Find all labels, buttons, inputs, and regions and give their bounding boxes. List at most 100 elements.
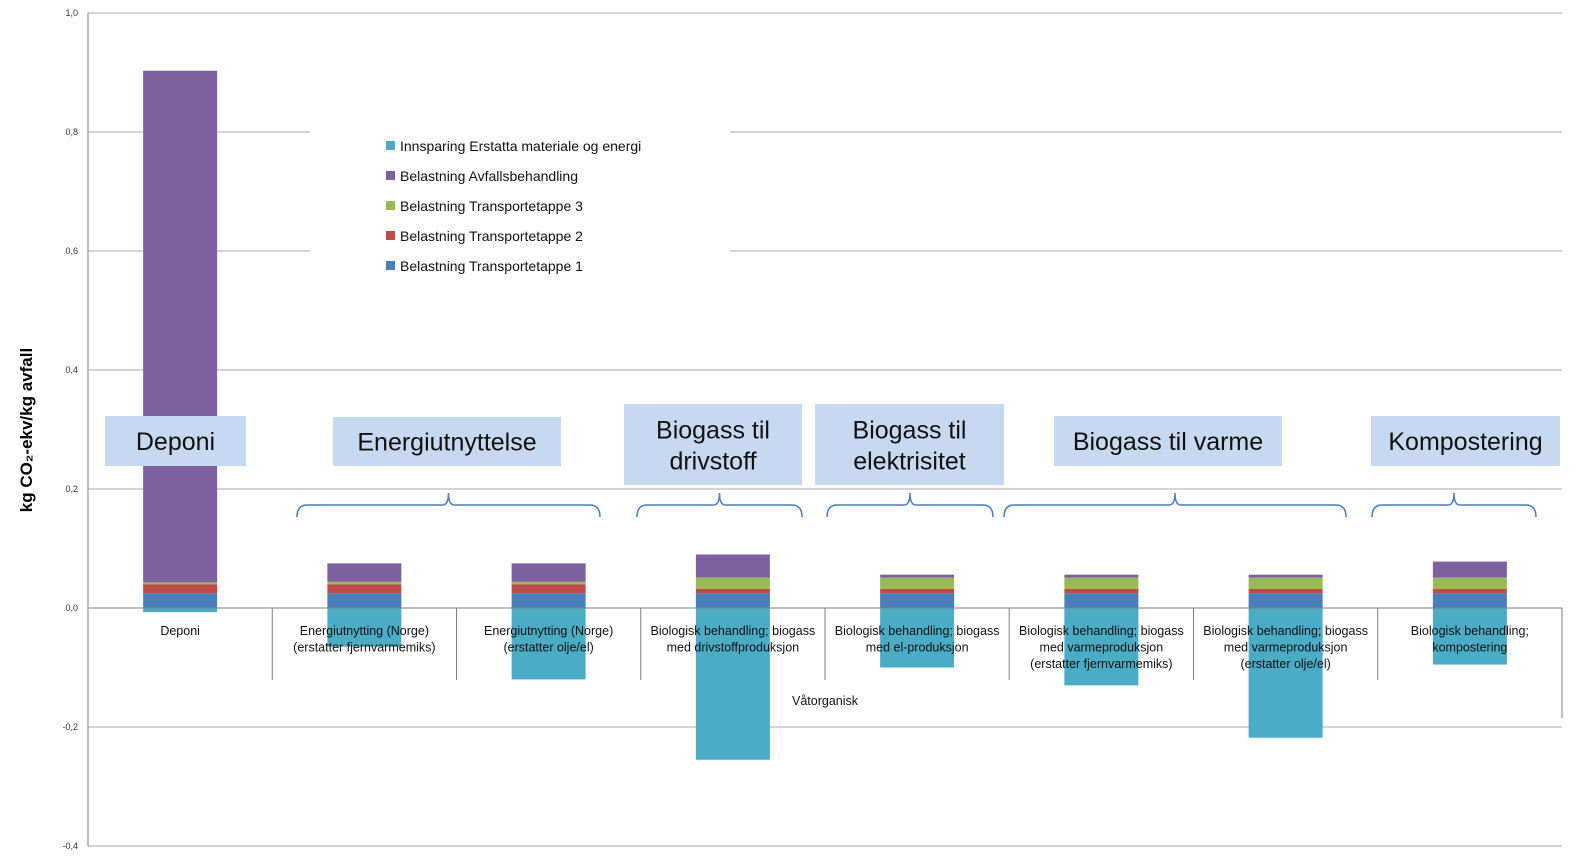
category-label: Deponi [160,624,200,638]
legend-label: Innsparing Erstatta materiale og energi [400,138,641,154]
group-label-line: drivstoff [669,448,756,476]
y-tick-label: -0,2 [62,722,78,732]
bar-segment [1064,608,1139,686]
group-label-line: Kompostering [1388,428,1542,456]
category-label-line: med varmeproduksjon [1224,641,1348,655]
bar-segment [143,593,218,608]
category-label: Energiutnytting (Norge) (erstatter fjernv… [293,624,435,655]
bar-segment [1064,588,1139,594]
y-tick-labels: 1,0 0,8 0,6 0,4 0,2 0,0 -0,2 -0,4 [62,8,78,851]
bar-segment [695,593,770,608]
bar-segment [511,563,586,582]
bar-segment [143,582,218,585]
bar-segment [143,70,218,583]
y-tick-label: 0,0 [65,603,78,613]
group-label-box [333,417,561,466]
bar-segment [1432,608,1507,665]
category-label-line: med el-produksjon [866,641,969,655]
bar-segment [511,593,586,608]
group-label-box [624,404,802,485]
bar-segment [327,584,402,594]
category-label-line: med drivstoffproduksjon [667,641,800,655]
group-label: Energiutnyttelse [357,429,536,457]
category-label-line: Biologisk behandling; biogass [835,624,1000,638]
bar-segment [880,577,955,589]
category-label-line: (erstatter olje/el) [1240,657,1330,671]
group-label-box [105,416,246,466]
axes [87,13,1563,846]
category-label-line: kompostering [1432,641,1507,655]
bar-segment [143,608,218,613]
category-label: Biologisk behandling; biogass med varmepr… [1203,624,1368,671]
legend-swatch [386,231,395,240]
bar-segment [143,584,218,594]
legend-swatch [386,171,395,180]
legend-label: Belastning Transportetappe 1 [400,258,583,274]
bar-segment [880,574,955,578]
bar-segment [695,588,770,594]
bar-segment [327,593,402,608]
category-label-line: Energiutnytting (Norge) [484,624,613,638]
y-tick-label: 0,2 [65,484,78,494]
group-label: Biogass til varme [1073,428,1263,456]
category-label: Energiutnytting (Norge) (erstatter olje/e… [484,624,613,655]
group-label-line: Deponi [136,428,215,456]
y-tick-label: 1,0 [65,8,78,18]
bar-segment [327,581,402,585]
category-label: Biologisk behandling; kompostering [1411,624,1529,655]
group-brace [296,492,601,518]
x-group-label: Våtorganisk [792,694,859,708]
bar-segment [511,584,586,594]
bar-segment [1064,593,1139,608]
bar-segment [1432,577,1507,589]
bar-segment [327,608,402,647]
bar-segment [327,563,402,582]
group-brace [826,492,994,518]
category-label-line: Biologisk behandling; biogass [1203,624,1368,638]
bar-segment [1248,574,1323,578]
bar-segment [1432,593,1507,608]
category-label-line: Deponi [160,624,200,638]
bars [143,70,1507,760]
group-label: Biogass til elektrisitet [853,417,967,476]
group-brace [1003,492,1347,518]
bar-segment [511,608,586,680]
bar-segment [511,581,586,585]
bar-segment [1248,577,1323,589]
group-label-box [815,404,1004,485]
bar-segment [1248,593,1323,608]
legend-swatch [386,141,395,150]
bar-segment [880,608,955,668]
category-label-line: (erstatter olje/el) [503,641,593,655]
group-annotations: Deponi Energiutnyttelse Biogass til drivsto… [105,404,1560,518]
legend-label: Belastning Avfallsbehandling [400,168,578,184]
legend-swatch [386,201,395,210]
category-label: Biologisk behandling; biogass med drivsto… [651,624,816,655]
y-tick-label: 0,6 [65,246,78,256]
legend-label: Belastning Transportetappe 2 [400,228,583,244]
y-axis-title: kg CO₂-ekv/kg avfall [17,348,36,512]
bar-segment [1248,608,1323,738]
legend: Innsparing Erstatta materiale og energi B… [310,118,730,286]
bar-segment [695,577,770,589]
group-label-line: elektrisitet [853,448,966,476]
group-brace [636,492,803,518]
bar-segment [880,588,955,594]
category-label: Biologisk behandling; biogass med varmepr… [1019,624,1184,671]
bar-segment [880,593,955,608]
group-brace [1371,492,1537,518]
category-label-line: Biologisk behandling; biogass [651,624,816,638]
y-tick-label: -0,4 [62,841,78,851]
bar-segment [1432,588,1507,594]
legend-background [310,118,730,286]
bar-segment [695,608,770,760]
category-label-line: (erstatter fjernvarmemiks) [293,641,435,655]
bar-segment [1064,577,1139,589]
category-label-line: (erstatter fjernvarmemiks) [1030,657,1172,671]
group-label-box [1054,416,1282,466]
category-label-line: Energiutnytting (Norge) [300,624,429,638]
category-label-line: med varmeproduksjon [1040,641,1164,655]
bar-segment [1064,574,1139,578]
category-labels: Deponi Energiutnytting (Norge) (erstatter … [160,624,1529,671]
